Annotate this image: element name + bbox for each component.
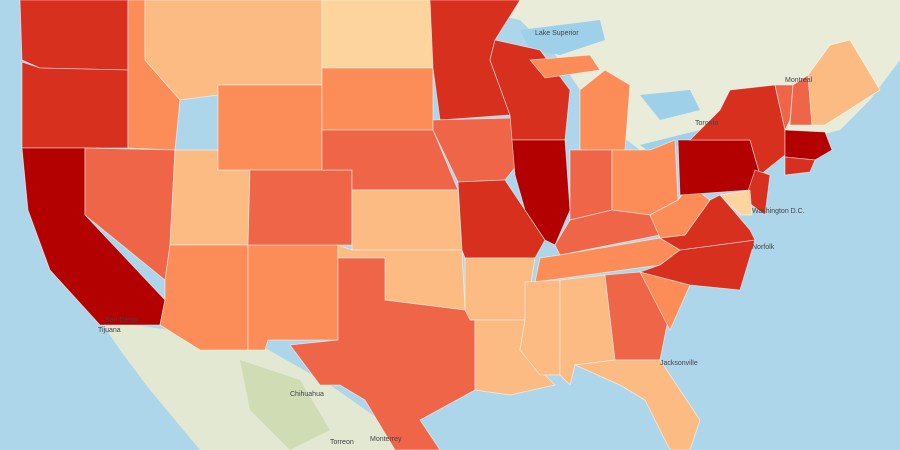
state	[573, 359, 701, 450]
state	[529, 54, 601, 79]
state	[321, 67, 434, 131]
state	[579, 69, 631, 151]
state	[457, 179, 546, 259]
state	[247, 244, 339, 351]
state	[464, 257, 536, 321]
state	[19, 0, 129, 71]
state	[247, 169, 353, 246]
state	[784, 129, 833, 161]
map-label: Toronto	[695, 120, 718, 127]
map-label: San Diego	[105, 317, 138, 324]
map-label: Chihuahua	[290, 391, 324, 398]
state	[569, 149, 613, 221]
map-labels: Lake Superior Montreal Toronto San Diego…	[98, 30, 813, 446]
state	[649, 184, 711, 239]
map-label: Torreon	[330, 439, 354, 446]
state	[611, 139, 679, 216]
state	[784, 156, 816, 176]
map-label: Washington D.C.	[752, 208, 805, 215]
map-label: Monterrey	[370, 436, 402, 443]
lake	[640, 90, 700, 120]
states	[19, 0, 881, 450]
map-label: Norfolk	[752, 244, 775, 251]
state	[217, 84, 323, 171]
map-label: Tijuana	[98, 327, 121, 334]
lake	[520, 20, 605, 55]
state	[719, 189, 753, 216]
state	[321, 0, 434, 69]
state	[351, 189, 463, 251]
state	[677, 139, 761, 196]
map-label: Jacksonville	[660, 360, 698, 367]
state	[807, 39, 881, 126]
state	[21, 61, 129, 149]
map-label: Montreal	[785, 77, 813, 84]
map-label: Lake Superior	[535, 30, 579, 37]
mexico-highlands	[240, 360, 330, 450]
state	[289, 257, 476, 450]
state	[511, 139, 571, 246]
